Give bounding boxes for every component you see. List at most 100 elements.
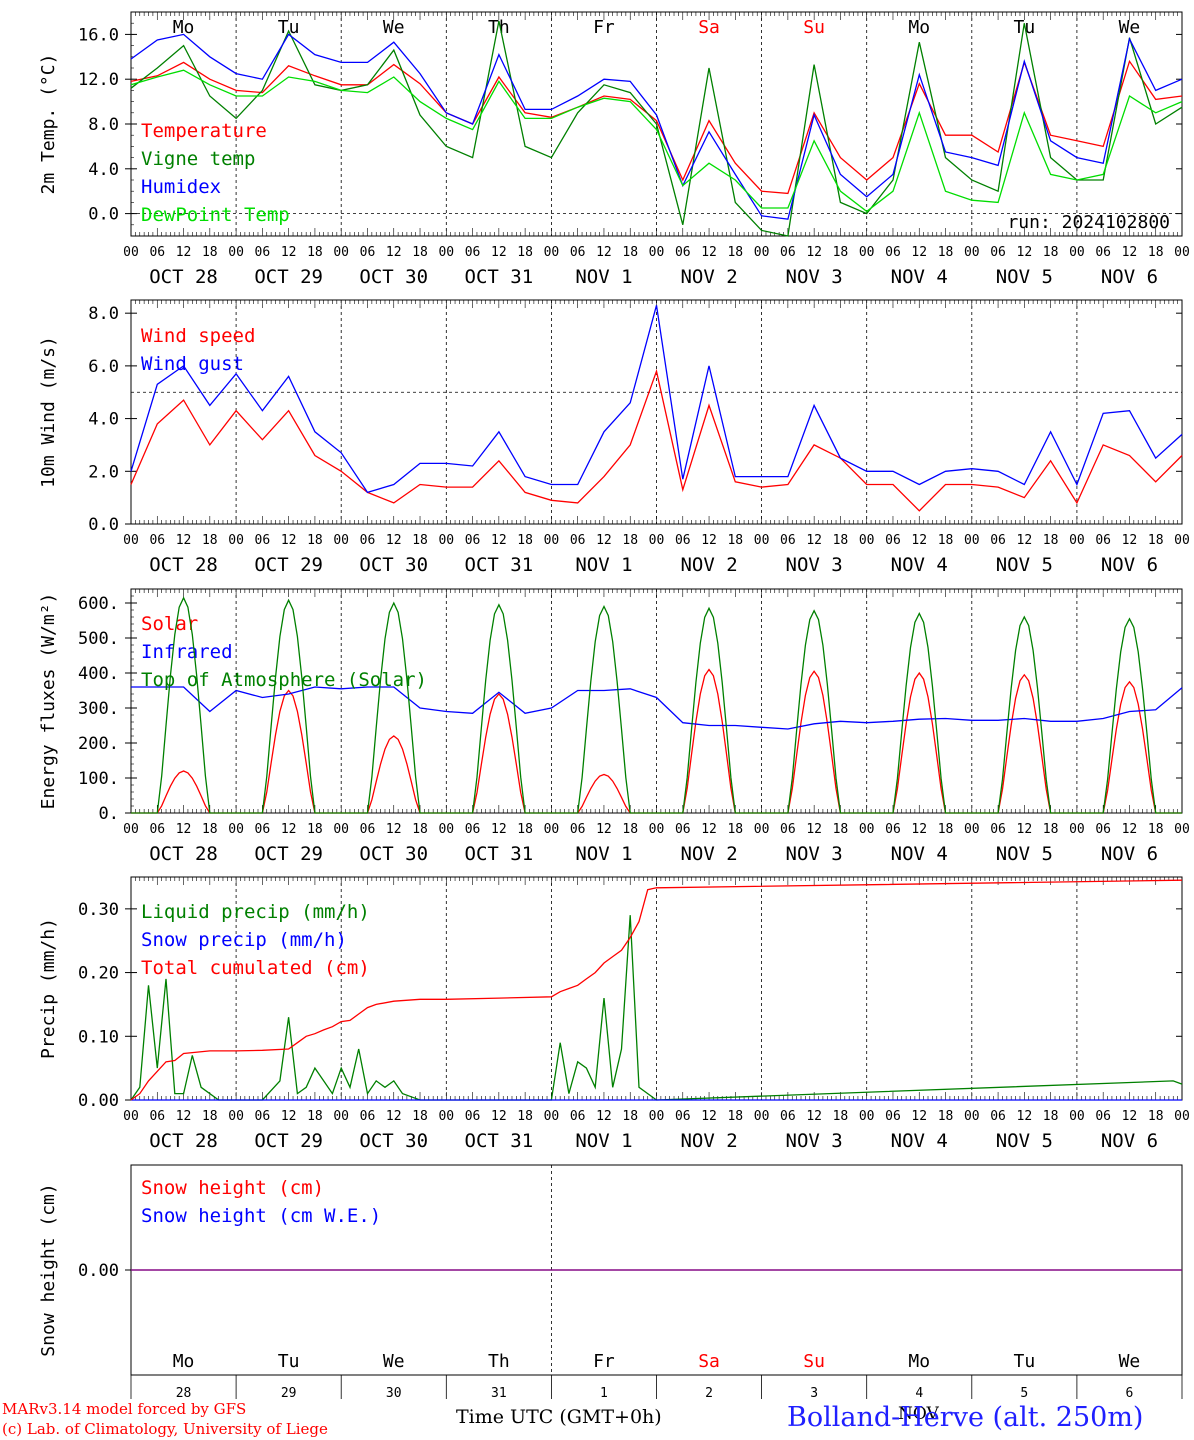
date-label: OCT 28 [149,843,218,865]
date-label: OCT 31 [465,1130,534,1152]
legend-entry: Temperature [141,120,267,142]
hour-label: 00 [228,822,244,837]
hour-label: 06 [149,822,165,837]
date-label: OCT 30 [359,266,428,288]
hour-label: 06 [990,1109,1006,1124]
date-label: NOV 6 [1101,266,1158,288]
hour-label: 12 [281,822,297,837]
day-number-label: 2 [705,1386,713,1401]
y-tick-label: 0. [99,804,119,824]
hour-label: 00 [544,245,560,260]
lab-credit: (c) Lab. of Climatology, University of L… [2,1420,328,1438]
hour-label: 06 [465,1109,481,1124]
hour-label: 12 [386,1109,402,1124]
legend-entry: Solar [141,613,198,635]
date-label: OCT 29 [254,266,323,288]
hour-label: 18 [622,1109,638,1124]
day-number-label: 3 [810,1386,818,1401]
hour-label: 18 [412,822,428,837]
hour-label: 12 [281,533,297,548]
hour-label: 18 [1043,245,1059,260]
day-number-label: 28 [176,1386,192,1401]
hour-label: 00 [228,533,244,548]
y-tick-label: 100. [78,769,119,789]
hour-label: 18 [833,533,849,548]
y-tick-label: 0.20 [78,964,119,984]
hour-label: 00 [438,245,454,260]
hour-label: 12 [176,1109,192,1124]
hour-label: 12 [1017,533,1033,548]
hour-label: 06 [990,533,1006,548]
date-label: NOV 5 [996,266,1053,288]
hour-label: 18 [307,245,323,260]
hour-label: 12 [806,822,822,837]
hour-label: 18 [727,245,743,260]
hour-label: 06 [360,533,376,548]
hour-label: 12 [701,533,717,548]
hour-label: 00 [123,1109,139,1124]
hour-label: 06 [780,245,796,260]
y-tick-label: 12.0 [78,70,119,90]
hour-label: 06 [780,1109,796,1124]
hour-label: 06 [570,1109,586,1124]
hour-label: 12 [596,245,612,260]
date-label: NOV 2 [680,843,737,865]
hour-label: 12 [596,1109,612,1124]
date-label: OCT 28 [149,554,218,576]
date-label: OCT 28 [149,1130,218,1152]
date-label: NOV 3 [786,843,843,865]
hour-label: 12 [1017,822,1033,837]
hour-label: 06 [885,822,901,837]
y-tick-label: 0.30 [78,900,119,920]
y-tick-label: 200. [78,734,119,754]
series-line-green [130,915,1183,1101]
hour-label: 06 [149,533,165,548]
hour-label: 00 [228,1109,244,1124]
hour-label: 18 [202,533,218,548]
hour-label: 00 [123,245,139,260]
date-label: NOV 3 [786,1130,843,1152]
hour-label: 12 [806,533,822,548]
hour-label: 06 [149,245,165,260]
date-label: OCT 28 [149,266,218,288]
hour-label: 12 [911,245,927,260]
series-line-blue [131,686,1183,730]
hour-label: 00 [1069,822,1085,837]
weekday-label: Sa [698,17,720,38]
legend-entry: Humidex [141,176,221,198]
hour-label: 06 [255,822,271,837]
weekday-label: We [383,1351,405,1372]
hour-label: 00 [1069,1109,1085,1124]
weekday-label: We [1119,1351,1141,1372]
hour-label: 00 [1069,533,1085,548]
hour-label: 00 [754,245,770,260]
y-tick-label: 600. [78,594,119,614]
hour-label: 18 [1148,822,1164,837]
hour-label: 00 [333,245,349,260]
series-line-lightgreen [130,69,1183,213]
hour-label: 12 [596,822,612,837]
hour-label: 12 [1017,1109,1033,1124]
hour-label: 00 [544,533,560,548]
y-axis-label: Precip (mm/h) [38,918,59,1059]
hour-label: 12 [1122,533,1138,548]
hour-label: 12 [386,533,402,548]
weekday-label: We [1119,17,1141,38]
y-tick-label: 16.0 [78,25,119,45]
day-number-label: 30 [386,1386,402,1401]
panel-temp: 0.0 4.0 8.0 12.0 16.0 2m Temp. (°C) Mo Tu We Th Fr… [38,11,1190,288]
hour-label: 18 [412,533,428,548]
station-label: Bolland-Herve (alt. 250m) [787,1402,1144,1433]
hour-label: 06 [675,245,691,260]
hour-label: 18 [517,1109,533,1124]
y-tick-label: 400. [78,664,119,684]
hour-label: 00 [228,245,244,260]
date-label: NOV 2 [680,554,737,576]
hour-label: 18 [1043,1109,1059,1124]
hour-label: 12 [596,533,612,548]
weekday-label: Th [488,17,510,38]
hour-label: 12 [176,245,192,260]
date-label: NOV 5 [996,1130,1053,1152]
hour-label: 00 [333,1109,349,1124]
y-tick-label: 0.10 [78,1027,119,1047]
